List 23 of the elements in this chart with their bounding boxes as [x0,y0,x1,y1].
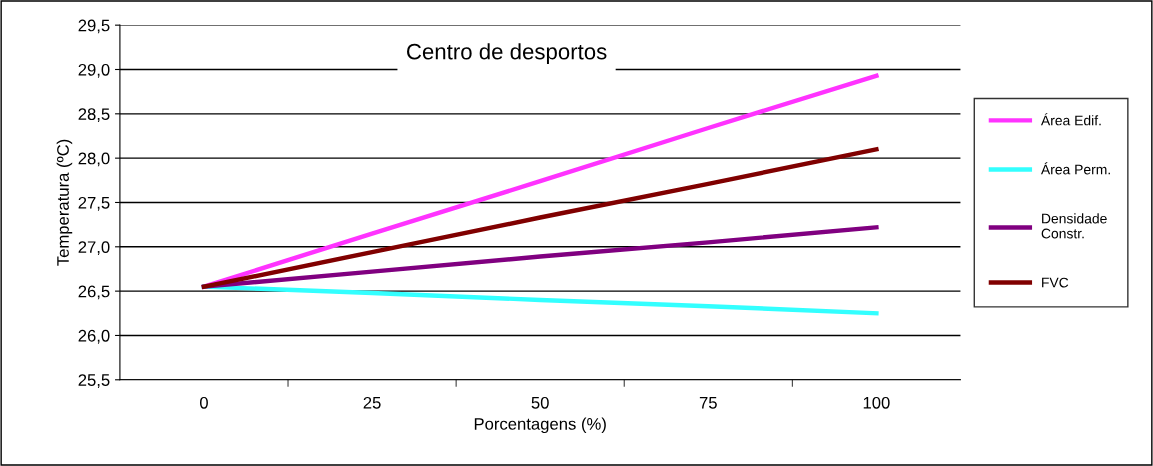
x-axis-title: Porcentagens (%) [474,417,606,434]
y-tick-label: 28,0 [78,152,110,167]
x-tick-label: 50 [531,396,549,409]
text: Centro de desportos [407,43,607,64]
x-tick-label: 75 [699,397,717,409]
x-tick-label: 25 [363,396,381,409]
y-tick-label: 26,5 [78,285,110,300]
line-series [201,147,879,289]
x-tick-label: 100 [863,396,890,409]
y-tick-label: 29,5 [78,19,110,34]
y-tick-label: 27,0 [78,241,110,255]
y-tick-label: 26,0 [78,329,110,344]
legend-label: Densidade Constr. [1041,213,1107,239]
legend-label: Área Edif. [1040,113,1101,126]
legend-label: Área Perm. [1040,162,1110,175]
y-tick-label: 27,5 [78,196,110,211]
line-series [201,284,879,316]
legend-label: FVC [1042,277,1069,288]
x-tick-label: 0 [199,396,208,409]
y-axis-title: Temperatura (ºC) [56,139,73,266]
y-tick-label: 25,5 [78,374,110,388]
y-tick-label: 28,5 [78,108,110,122]
y-tick-label: 29,0 [78,63,110,78]
